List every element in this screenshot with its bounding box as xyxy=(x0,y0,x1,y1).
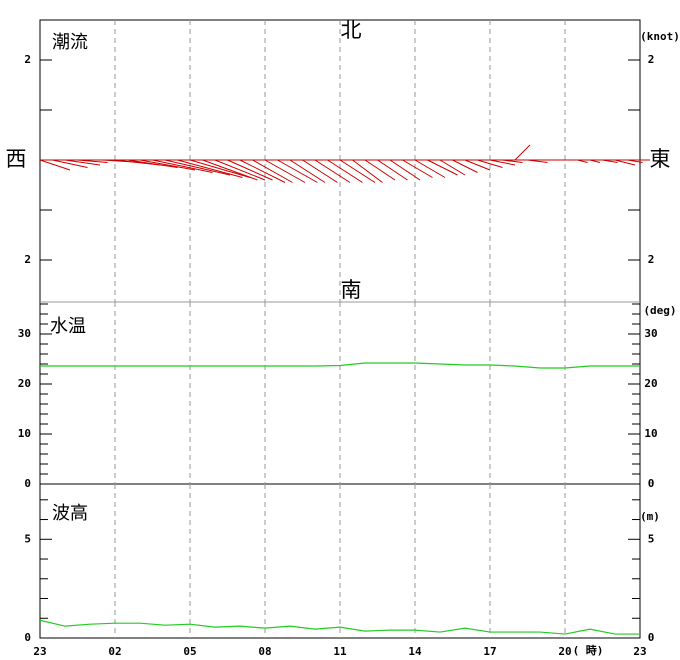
current-vector xyxy=(152,159,213,173)
data-line xyxy=(39,619,640,635)
panel-title: 波高 xyxy=(52,503,88,524)
current-vector xyxy=(389,159,421,181)
current-vector xyxy=(239,159,286,183)
current-vector xyxy=(614,159,636,166)
x-tick-label: 11 xyxy=(333,645,347,658)
current-vector xyxy=(489,159,516,166)
current-vector xyxy=(214,159,266,181)
y-tick-label: 2 xyxy=(24,253,31,266)
x-axis-label: ( 時) xyxy=(573,643,604,657)
current-vector xyxy=(177,159,243,178)
current-vector xyxy=(577,159,588,163)
y-tick-label: 20 xyxy=(644,377,657,390)
current-vector xyxy=(127,159,178,168)
x-tick-label: 17 xyxy=(483,645,496,658)
current-vector xyxy=(302,159,338,183)
current-vector xyxy=(39,159,71,171)
current-vector xyxy=(277,159,318,183)
y-tick-label: 30 xyxy=(18,327,31,340)
y-tick-label: 0 xyxy=(648,631,655,644)
current-vector xyxy=(452,159,478,173)
x-tick-label: 23 xyxy=(633,645,646,658)
x-tick-label: 23 xyxy=(33,645,46,658)
current-vector xyxy=(252,159,293,183)
current-vector xyxy=(64,159,101,166)
current-vector xyxy=(77,159,108,163)
y-tick-label: 5 xyxy=(648,532,655,545)
x-tick-label: 20 xyxy=(558,645,571,658)
y-tick-label: 10 xyxy=(644,427,657,440)
y-tick-label: 30 xyxy=(644,327,657,340)
current-vector xyxy=(464,159,491,171)
current-vector xyxy=(364,159,396,181)
x-tick-label: 05 xyxy=(183,645,196,658)
unit-label: (deg) xyxy=(643,304,676,317)
data-line xyxy=(40,362,640,369)
current-vector xyxy=(627,159,643,163)
current-vector xyxy=(52,159,88,168)
current-vector xyxy=(327,159,363,183)
current-vector xyxy=(339,159,376,183)
west-label: 西 xyxy=(6,147,27,171)
y-tick-label: 20 xyxy=(18,377,31,390)
current-vector xyxy=(189,159,251,178)
x-tick-label: 08 xyxy=(258,645,271,658)
y-tick-label: 0 xyxy=(648,477,655,490)
y-tick-label: 2 xyxy=(648,253,655,266)
current-vector xyxy=(589,159,601,163)
current-vector xyxy=(202,159,258,181)
y-tick-label: 10 xyxy=(18,427,31,440)
current-vector xyxy=(264,159,306,183)
current-vector xyxy=(527,159,548,163)
current-vector xyxy=(502,159,523,163)
current-vector xyxy=(139,159,196,171)
north-label: 北 xyxy=(341,18,362,42)
panel-title: 潮流 xyxy=(52,32,88,53)
unit-label: (knot) xyxy=(640,30,680,43)
current-vector xyxy=(314,159,351,183)
current-vector xyxy=(164,159,231,176)
east-label: 東 xyxy=(650,147,671,171)
y-tick-label: 2 xyxy=(24,53,31,66)
y-tick-label: 2 xyxy=(648,53,655,66)
current-vector xyxy=(514,144,531,161)
current-vector xyxy=(427,159,458,176)
south-label: 南 xyxy=(341,278,362,302)
current-vector xyxy=(352,159,383,183)
y-tick-label: 0 xyxy=(24,477,31,490)
current-vector xyxy=(402,159,433,178)
y-tick-label: 0 xyxy=(24,631,31,644)
x-tick-label: 14 xyxy=(408,645,422,658)
current-vector xyxy=(439,159,466,176)
current-vector xyxy=(477,159,503,168)
current-vector xyxy=(227,159,273,181)
current-vector xyxy=(602,159,618,163)
current-vector xyxy=(289,159,326,183)
x-tick-label: 02 xyxy=(108,645,121,658)
panel-title: 水温 xyxy=(50,316,86,337)
current-vector xyxy=(377,159,408,181)
unit-label: (m) xyxy=(640,510,660,523)
y-tick-label: 5 xyxy=(24,532,31,545)
current-vector xyxy=(414,159,446,178)
